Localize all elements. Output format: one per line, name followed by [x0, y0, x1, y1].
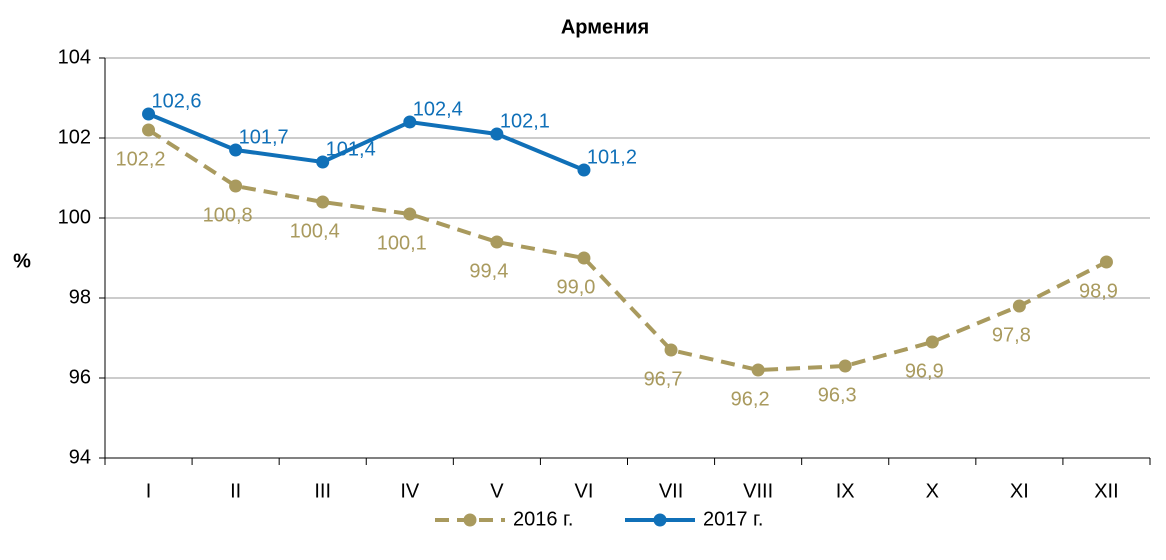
- y-tick-label: 94: [69, 446, 91, 468]
- data-point: [751, 363, 765, 377]
- data-label: 101,2: [587, 146, 637, 168]
- data-label: 96,2: [731, 388, 770, 410]
- data-point: [925, 335, 939, 349]
- data-point: [229, 143, 243, 157]
- data-point: [142, 123, 156, 137]
- data-point: [316, 155, 330, 169]
- data-point: [490, 127, 504, 141]
- legend-label: 2017 г.: [703, 508, 763, 530]
- legend-marker: [463, 513, 477, 527]
- x-tick-label: IX: [836, 480, 855, 502]
- x-tick-label: V: [490, 480, 504, 502]
- data-label: 96,7: [644, 368, 683, 390]
- x-tick-label: II: [230, 480, 241, 502]
- x-tick-label: X: [926, 480, 939, 502]
- x-tick-label: VI: [575, 480, 594, 502]
- data-point: [664, 343, 678, 357]
- series-line: [147, 112, 585, 172]
- legend-marker: [653, 513, 667, 527]
- data-point: [403, 207, 417, 221]
- data-point: [838, 359, 852, 373]
- data-point: [577, 251, 591, 265]
- data-label: 102,6: [152, 90, 202, 112]
- y-tick-label: 100: [58, 206, 91, 228]
- y-tick-label: 104: [58, 46, 91, 68]
- data-point: [316, 195, 330, 209]
- data-label: 98,9: [1079, 280, 1118, 302]
- x-tick-label: XI: [1010, 480, 1029, 502]
- y-tick-label: 102: [58, 126, 91, 148]
- data-point: [403, 115, 417, 129]
- x-tick-label: VII: [659, 480, 683, 502]
- data-label: 100,1: [377, 232, 427, 254]
- x-tick-label: XII: [1094, 480, 1118, 502]
- x-tick-label: III: [314, 480, 331, 502]
- data-label: 102,4: [413, 98, 463, 120]
- data-label: 99,0: [556, 276, 595, 298]
- data-label: 96,9: [905, 360, 944, 382]
- data-point: [490, 235, 504, 249]
- x-tick-label: I: [146, 480, 152, 502]
- data-label: 102,2: [116, 148, 166, 170]
- y-tick-label: 96: [69, 366, 91, 388]
- y-axis-label: %: [13, 250, 31, 272]
- legend-label: 2016 г.: [513, 508, 573, 530]
- x-tick-label: IV: [400, 480, 420, 502]
- x-tick-label: VIII: [743, 480, 773, 502]
- data-point: [229, 179, 243, 193]
- series-line: [147, 128, 1108, 373]
- data-label: 101,7: [239, 126, 289, 148]
- data-point: [142, 107, 156, 121]
- data-label: 102,1: [500, 110, 550, 132]
- data-label: 100,8: [203, 204, 253, 226]
- chart-title: Армения: [561, 16, 649, 38]
- data-label: 97,8: [992, 324, 1031, 346]
- data-label: 99,4: [469, 260, 508, 282]
- data-label: 101,4: [326, 138, 376, 160]
- y-tick-label: 98: [69, 286, 91, 308]
- data-point: [577, 163, 591, 177]
- data-point: [1099, 255, 1113, 269]
- data-point: [1012, 299, 1026, 313]
- data-label: 100,4: [290, 220, 340, 242]
- data-label: 96,3: [818, 384, 857, 406]
